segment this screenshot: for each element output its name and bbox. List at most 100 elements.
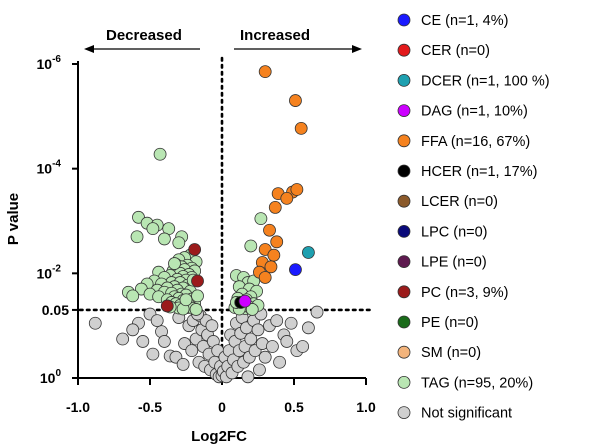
data-point-ffa [280, 192, 294, 205]
data-point-ns [146, 347, 160, 361]
increased-label: Increased [240, 27, 310, 44]
data-point-dcer [301, 246, 315, 259]
x-tick-label: 0.5 [284, 399, 304, 415]
data-point-ffa [258, 271, 272, 284]
legend-marker-pe [397, 315, 411, 329]
legend-label-ce: CE (n=1, 4%) [421, 13, 508, 29]
x-tick-label: -0.5 [138, 399, 162, 415]
increased-arrow-head [352, 45, 362, 53]
data-point-tag [244, 239, 258, 253]
legend: CE (n=1, 4%) CER (n=0) DCER (n=1, 100 %) DA… [397, 13, 550, 422]
legend-marker-sm [397, 345, 411, 359]
legend-label-lpc: LPC (n=0) [421, 224, 488, 240]
decreased-annotation: Decreased [84, 27, 200, 53]
legend-label-lcer: LCER (n=0) [421, 194, 498, 210]
x-axis-label: Log2FC [191, 428, 247, 445]
y-tick-exponent: -2 [52, 263, 61, 274]
data-point-tag [189, 303, 203, 316]
data-point-ffa [294, 121, 308, 135]
data-point-tag [254, 212, 268, 226]
data-point-ffa [290, 183, 304, 196]
legend-label-lpe: LPE (n=0) [421, 255, 487, 271]
x-tick-label: 1.0 [356, 399, 376, 415]
y-tick-label: 10-6 [37, 54, 62, 72]
data-point-tag [179, 293, 193, 307]
legend-label-ns: Not significant [421, 406, 512, 422]
legend-marker-lcer [397, 194, 411, 208]
data-point-tag [126, 289, 140, 303]
data-point-ns [244, 332, 258, 346]
data-point-ffa [263, 223, 276, 237]
x-tick-label: 0 [218, 399, 226, 415]
data-point-tag [245, 303, 259, 316]
legend-label-pe: PE (n=0) [421, 315, 479, 331]
data-point-ns [265, 340, 279, 353]
legend-label-hcer: HCER (n=1, 17%) [421, 164, 537, 180]
data-point-tag [191, 289, 204, 303]
data-point-ns [157, 335, 171, 348]
data-point-ns [253, 363, 266, 377]
data-point-ns [258, 350, 272, 364]
data-point-ns [176, 358, 190, 371]
y-tick-label: 100 [40, 368, 62, 386]
data-point-tag [157, 232, 171, 246]
legend-marker-cer [397, 43, 411, 57]
data-point-ns [241, 370, 255, 384]
y-tick-exponent: -6 [52, 54, 61, 65]
legend-marker-dag [397, 104, 411, 117]
legend-marker-hcer [397, 164, 411, 178]
data-point-ffa [264, 260, 278, 274]
legend-marker-ffa [397, 134, 411, 148]
data-point-ffa [268, 201, 282, 214]
data-point-ns [185, 344, 199, 358]
x-ticks: -1.0 -0.5 0 0.5 1.0 [66, 378, 376, 415]
data-point-ce [289, 263, 302, 277]
legend-label-dag: DAG (n=1, 10%) [421, 104, 528, 120]
legend-marker-dcer [397, 74, 411, 87]
data-point-tag [153, 147, 167, 161]
data-point-ns [150, 314, 164, 327]
decreased-arrow-head [84, 45, 94, 53]
data-point-ns [136, 335, 150, 348]
data-point-ns [273, 355, 287, 369]
legend-label-pc: PC (n=3, 9%) [421, 285, 508, 301]
y-tick-label: 10-4 [37, 159, 62, 177]
legend-label-ffa: FFA (n=16, 67%) [421, 134, 530, 150]
data-point-pc [160, 299, 174, 313]
data-point-ns [126, 323, 140, 337]
y-tick-label: 10-2 [37, 263, 62, 281]
y-tick-label: 0.05 [42, 302, 69, 318]
data-point-ns [310, 305, 324, 319]
legend-label-dcer: DCER (n=1, 100 %) [421, 73, 550, 89]
legend-marker-ce [397, 13, 411, 27]
y-axis-label: P value [5, 193, 22, 245]
data-point-ns [296, 340, 310, 353]
data-point-ns [88, 316, 102, 330]
data-point-ns [301, 321, 315, 335]
data-point-ffa [267, 248, 281, 262]
data-point-ns [116, 332, 130, 346]
data-point-ffa [270, 235, 284, 249]
increased-annotation: Increased [234, 27, 362, 53]
data-point-ns [251, 323, 265, 337]
legend-label-sm: SM (n=0) [421, 345, 481, 361]
legend-marker-ns [397, 406, 411, 420]
data-point-tag [130, 230, 144, 244]
y-tick-exponent: 0 [55, 368, 61, 379]
legend-marker-lpe [397, 255, 411, 269]
y-ticks: 10-6 10-4 10-2 0.05 100 [37, 54, 78, 386]
data-points [88, 65, 324, 384]
data-point-ns [205, 319, 219, 333]
x-tick-label: -1.0 [66, 399, 90, 415]
legend-marker-lpc [397, 224, 411, 238]
legend-marker-pc [397, 285, 411, 299]
y-tick-exponent: -4 [52, 159, 61, 170]
legend-label-cer: CER (n=0) [421, 43, 490, 59]
data-point-ffa [289, 94, 302, 107]
data-point-tag [168, 257, 181, 270]
data-point-pc [188, 243, 202, 256]
data-point-dag [238, 294, 252, 308]
data-point-ns [284, 316, 298, 330]
decreased-label: Decreased [106, 27, 182, 44]
